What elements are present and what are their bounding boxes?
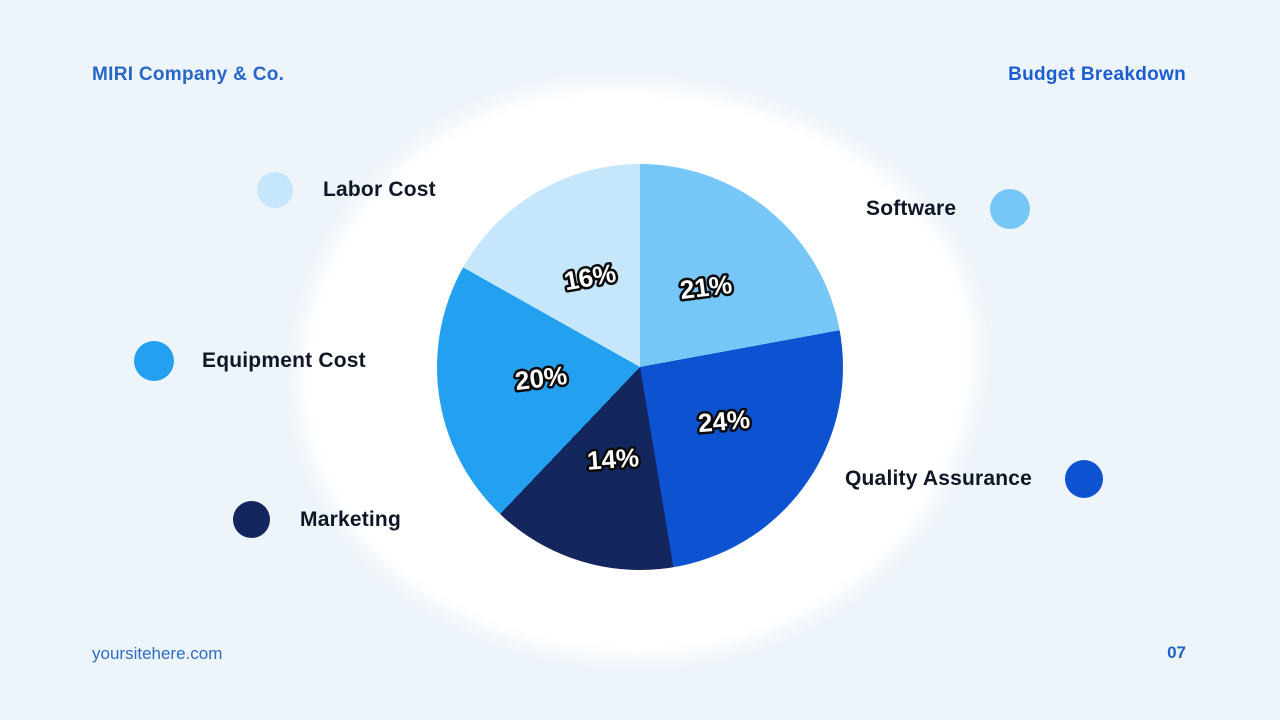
equipment-cost-dot-icon <box>134 341 174 381</box>
legend-item-equipment-cost: Equipment Cost <box>134 341 366 381</box>
marketing-dot-icon <box>233 501 270 538</box>
page-title: Budget Breakdown <box>1008 64 1186 85</box>
pie-chart <box>437 164 843 570</box>
legend-label-marketing: Marketing <box>300 507 401 531</box>
legend-label-quality-assurance: Quality Assurance <box>845 467 1033 490</box>
legend-item-labor-cost: Labor Cost <box>257 172 436 208</box>
page-number: 07 <box>1167 643 1186 662</box>
legend-item-quality-assurance: Quality Assurance <box>845 460 1104 498</box>
legend-label-software: Software <box>866 197 957 220</box>
legend-item-marketing: Marketing <box>233 501 401 538</box>
legend-label-equipment-cost: Equipment Cost <box>202 349 366 372</box>
quality-assurance-dot-icon <box>1065 460 1104 498</box>
software-dot-icon <box>990 189 1031 229</box>
company-brand: MIRI Company & Co. <box>92 64 285 85</box>
labor-cost-dot-icon <box>257 172 293 208</box>
legend-item-software: Software <box>866 189 1031 229</box>
legend-label-labor-cost: Labor Cost <box>323 178 436 201</box>
website-link: yoursitehere.com <box>92 644 223 663</box>
